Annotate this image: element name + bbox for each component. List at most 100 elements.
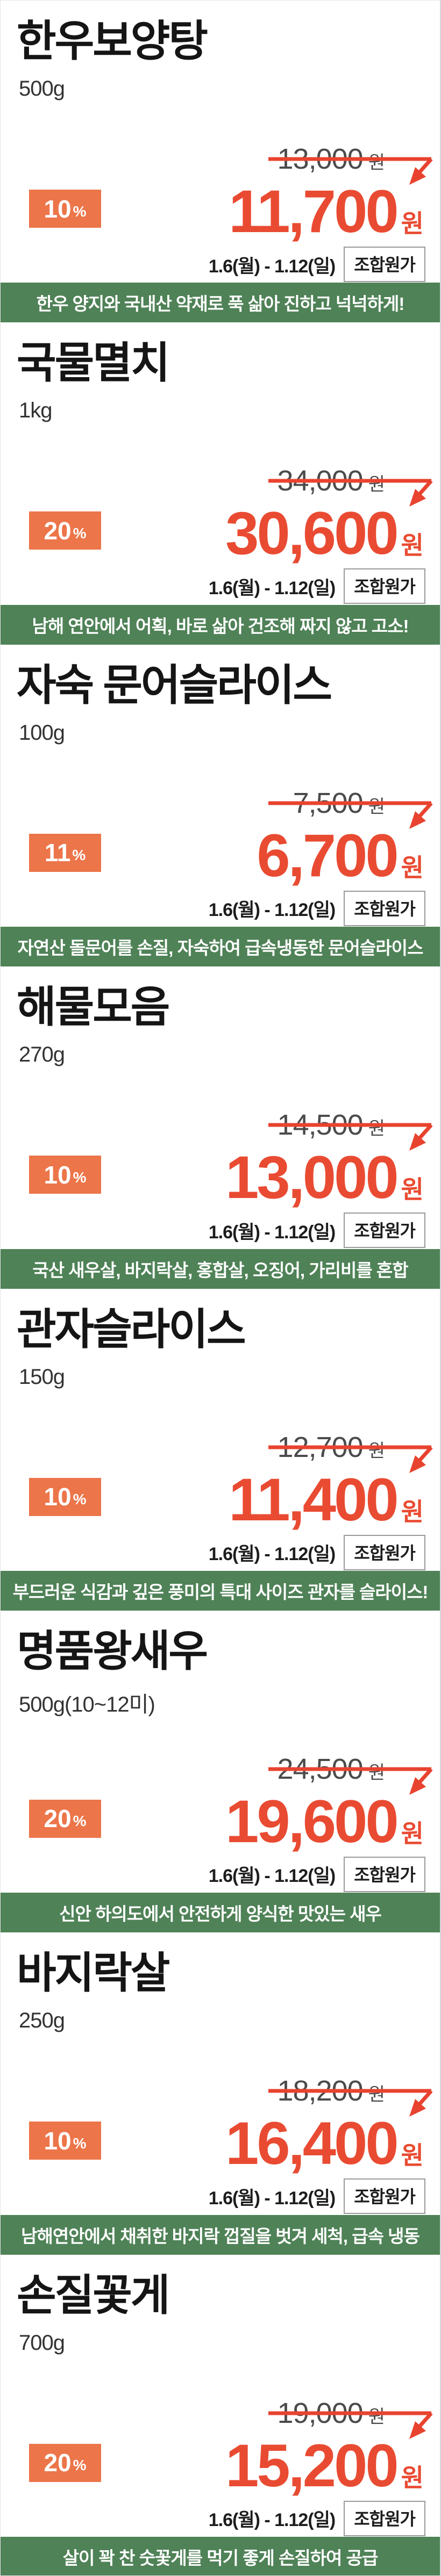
original-price-row: 14,500 원	[268, 1109, 433, 1151]
product-weight: 250g	[19, 2009, 65, 2033]
percent-sign: %	[73, 1168, 87, 1186]
discount-badge: 10 %	[29, 2122, 101, 2160]
sale-period: 1.6(월) - 1.12(일)	[208, 578, 336, 598]
product-name: 손질꽃게	[17, 2271, 170, 2319]
product-card: 명품왕새우 500g(10~12미) 24,500 원 19,600 원 1.6(월…	[1, 1610, 440, 1933]
sale-period: 1.6(월) - 1.12(일)	[208, 1544, 336, 1564]
percent-sign: %	[72, 847, 86, 864]
product-card: 자숙 문어슬라이스 100g 7,500 원 6,700 원 1.6(월) - 1.…	[1, 644, 440, 967]
sale-meta-row: 1.6(월) - 1.12(일) 조합원가	[208, 1213, 425, 1249]
original-price: 24,500	[277, 1752, 364, 1785]
description-banner: 한우 양지와 국내산 약재로 푹 삶아 진하고 넉넉하게!	[1, 283, 440, 323]
description-banner: 살이 꽉 찬 숫꽃게를 먹기 좋게 손질하여 공급	[1, 2537, 440, 2575]
description-banner: 남해 연안에서 어획, 바로 삶아 건조해 짜지 않고 고소!	[1, 604, 440, 645]
sale-price-won: 원	[401, 2463, 424, 2492]
sale-price: 13,000	[225, 1144, 399, 1211]
sale-price: 15,200	[225, 2431, 399, 2499]
original-price-won: 원	[368, 1119, 385, 1139]
sale-meta-row: 1.6(월) - 1.12(일) 조합원가	[208, 1856, 425, 1892]
sale-period: 1.6(월) - 1.12(일)	[208, 1222, 336, 1243]
description-banner: 신안 하의도에서 안전하게 양식한 맛있는 새우	[1, 1893, 440, 1933]
original-price: 18,200	[277, 2075, 364, 2108]
product-name: 관자슬라이스	[17, 1305, 246, 1353]
product-weight: 500g	[19, 77, 65, 100]
sale-period: 1.6(월) - 1.12(일)	[208, 2188, 336, 2209]
product-name: 해물모음	[17, 983, 170, 1031]
description-banner: 남해연안에서 채취한 바지락 껍질을 벗겨 세척, 급속 냉동	[1, 2214, 440, 2255]
original-price-row: 7,500 원	[268, 786, 433, 829]
sale-price-row: 19,600 원	[225, 1791, 424, 1852]
original-price-row: 13,000 원	[268, 145, 433, 185]
percent-sign: %	[73, 1813, 87, 1830]
percent-sign: %	[73, 524, 87, 542]
original-price-row: 19,000 원	[268, 2397, 433, 2439]
discount-badge: 20 %	[29, 1799, 101, 1838]
coop-price-box: 조합원가	[344, 1856, 425, 1892]
product-weight: 100g	[19, 720, 65, 745]
sale-price-row: 15,200 원	[225, 2435, 424, 2496]
discount-badge: 11 %	[29, 833, 101, 872]
product-card: 손질꽃게 700g 19,000 원 15,200 원 1.6(월) - 1.12(…	[1, 2254, 440, 2575]
description-banner: 자연산 돌문어를 손질, 자숙하여 급속냉동한 문어슬라이스	[1, 927, 440, 967]
discount-percent: 10	[44, 1483, 72, 1511]
sale-period: 1.6(월) - 1.12(일)	[208, 1866, 336, 1887]
product-card: 해물모음 270g 14,500 원 13,000 원 1.6(월) - 1.12(…	[1, 966, 440, 1289]
original-price-won: 원	[368, 474, 385, 495]
original-price-won: 원	[368, 796, 385, 817]
sale-meta-row: 1.6(월) - 1.12(일) 조합원가	[208, 2500, 425, 2536]
sale-meta-row: 1.6(월) - 1.12(일) 조합원가	[208, 890, 425, 926]
coop-price-box: 조합원가	[344, 1213, 425, 1249]
coop-price-box: 조합원가	[344, 1534, 425, 1570]
sale-price-won: 원	[401, 2141, 424, 2170]
sale-price-won: 원	[401, 1819, 424, 1848]
product-name: 명품왕새우	[17, 1627, 208, 1675]
product-card: 관자슬라이스 150g 12,700 원 11,400 원 1.6(월) - 1.1…	[1, 1288, 440, 1611]
sale-price-row: 6,700 원	[257, 825, 424, 886]
sale-period: 1.6(월) - 1.12(일)	[208, 2510, 336, 2531]
sale-price-won: 원	[401, 1497, 424, 1526]
sale-period: 1.6(월) - 1.12(일)	[208, 256, 336, 277]
original-price-won: 원	[368, 2084, 385, 2105]
sale-meta-row: 1.6(월) - 1.12(일) 조합원가	[209, 247, 425, 282]
sale-price: 6,700	[257, 821, 399, 889]
sale-price: 19,600	[225, 1787, 399, 1855]
sale-period: 1.6(월) - 1.12(일)	[208, 900, 336, 921]
description-banner: 국산 새우살, 바지락살, 홍합살, 오징어, 가리비를 혼합	[1, 1249, 440, 1289]
sale-meta-row: 1.6(월) - 1.12(일) 조합원가	[209, 2178, 425, 2214]
percent-sign: %	[73, 2134, 87, 2152]
original-price-won: 원	[368, 2406, 385, 2427]
discount-percent: 20	[44, 516, 72, 545]
discount-percent: 10	[44, 194, 72, 223]
product-weight: 700g	[19, 2330, 65, 2355]
product-card: 국물멸치 1kg 34,000 원 30,600 원 1.6(월) - 1.12(일…	[1, 322, 440, 645]
discount-badge: 10 %	[29, 190, 101, 228]
original-price: 12,700	[277, 1431, 364, 1463]
product-name: 자숙 문어슬라이스	[17, 661, 332, 709]
discount-badge: 10 %	[29, 1156, 101, 1194]
sale-meta-row: 1.6(월) - 1.12(일) 조합원가	[208, 1534, 425, 1570]
product-name: 국물멸치	[17, 339, 170, 387]
original-price: 19,000	[277, 2397, 364, 2429]
sale-price-row: 13,000 원	[225, 1148, 424, 1208]
sale-price-won: 원	[401, 531, 424, 560]
discount-percent: 20	[44, 2449, 72, 2477]
discount-percent: 20	[44, 1805, 72, 1833]
sale-price-won: 원	[401, 1175, 424, 1204]
original-price: 7,500	[293, 786, 364, 819]
original-price-won: 원	[368, 153, 385, 173]
sale-price: 30,600	[225, 500, 399, 567]
discount-percent: 10	[44, 2126, 72, 2155]
discount-badge: 20 %	[29, 2443, 101, 2482]
product-card: 바지락살 250g 18,200 원 16,400 원 1.6(월) - 1.12(…	[1, 1932, 440, 2255]
original-price: 14,500	[277, 1109, 364, 1142]
sale-price-row: 11,700 원	[229, 182, 424, 242]
coop-price-box: 조합원가	[344, 890, 425, 926]
coop-price-box: 조합원가	[344, 247, 425, 282]
product-weight: 500g(10~12미)	[19, 1692, 155, 1716]
product-card: 한우보양탕 500g 13,000 원 11,700 원 1.6(월) - 1.12…	[1, 1, 440, 323]
discount-badge: 10 %	[29, 1477, 101, 1516]
percent-sign: %	[73, 203, 87, 220]
coop-price-box: 조합원가	[344, 2500, 425, 2536]
coop-price-box: 조합원가	[344, 2178, 425, 2214]
